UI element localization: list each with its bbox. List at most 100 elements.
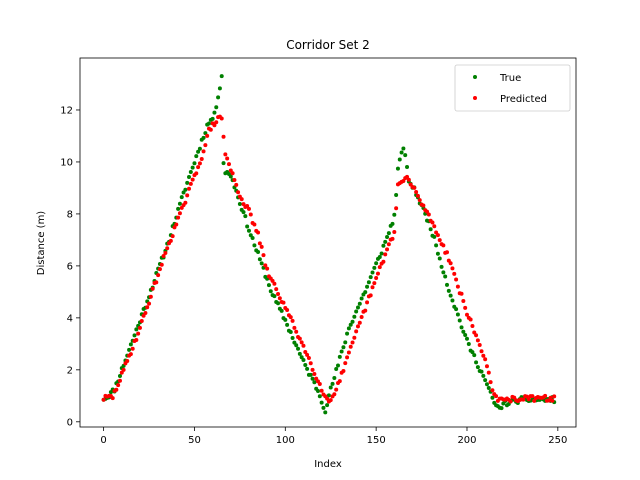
data-point	[266, 283, 271, 288]
data-point	[345, 331, 350, 336]
data-point	[252, 222, 257, 227]
data-point	[299, 340, 304, 345]
data-point	[132, 333, 137, 338]
data-point	[488, 380, 493, 385]
data-point	[494, 394, 499, 399]
data-point	[439, 264, 444, 269]
data-point	[192, 161, 197, 166]
data-point	[470, 350, 475, 355]
data-point	[176, 206, 181, 211]
data-point	[370, 285, 375, 290]
data-point	[136, 331, 141, 336]
data-point	[325, 403, 330, 408]
data-point	[332, 375, 337, 380]
data-point	[147, 301, 152, 306]
data-point	[241, 202, 246, 207]
data-point	[397, 157, 402, 162]
data-point	[201, 149, 206, 154]
data-point	[552, 394, 557, 399]
data-point	[159, 262, 164, 267]
y-tick-label: 4	[67, 313, 73, 324]
data-point	[290, 318, 295, 323]
plot-area	[101, 74, 557, 415]
data-point	[214, 120, 219, 125]
data-point	[208, 127, 213, 132]
data-point	[381, 259, 386, 264]
data-point	[110, 396, 115, 401]
data-point	[203, 143, 208, 148]
data-point	[332, 392, 337, 397]
data-point	[219, 116, 224, 121]
data-point	[306, 356, 311, 361]
data-point	[437, 256, 442, 261]
data-point	[161, 254, 166, 259]
data-point	[303, 362, 308, 367]
data-point	[530, 394, 535, 399]
data-point	[334, 367, 339, 372]
data-point	[183, 200, 188, 205]
chart-title: Corridor Set 2	[286, 38, 370, 52]
data-point	[459, 325, 464, 330]
data-point	[187, 186, 192, 191]
data-point	[437, 238, 442, 243]
data-point	[228, 174, 233, 179]
legend-label: True	[499, 73, 521, 84]
y-tick-label: 12	[60, 105, 73, 116]
data-point	[232, 177, 237, 182]
data-point	[230, 171, 235, 176]
data-point	[463, 305, 468, 310]
data-point	[490, 388, 495, 393]
data-point	[212, 110, 217, 115]
data-point	[319, 400, 324, 405]
legend-marker	[473, 75, 477, 79]
y-axis-label: Distance (m)	[36, 211, 47, 276]
data-point	[172, 225, 177, 230]
data-point	[272, 294, 277, 299]
data-point	[457, 318, 462, 323]
data-point	[445, 282, 450, 287]
data-point	[245, 203, 250, 208]
data-point	[343, 361, 348, 366]
data-point	[390, 236, 395, 241]
data-point	[394, 193, 399, 198]
data-point	[154, 280, 159, 285]
data-point	[352, 314, 357, 319]
data-point	[450, 266, 455, 271]
legend: True Predicted	[454, 64, 571, 112]
data-point	[117, 374, 122, 379]
data-point	[334, 387, 339, 392]
data-point	[168, 238, 173, 243]
data-point	[448, 293, 453, 298]
data-point	[150, 286, 155, 291]
data-point	[357, 301, 362, 306]
data-point	[205, 133, 210, 138]
data-point	[321, 405, 326, 410]
data-point	[185, 180, 190, 185]
legend-marker	[473, 96, 477, 100]
data-point	[201, 135, 206, 140]
data-point	[375, 271, 380, 276]
data-point	[179, 195, 184, 200]
data-point	[256, 250, 261, 255]
data-point	[310, 367, 315, 372]
data-point	[223, 152, 228, 157]
data-point	[374, 275, 379, 280]
data-point	[276, 301, 281, 306]
data-point	[241, 210, 246, 215]
data-point	[348, 344, 353, 349]
data-point	[125, 359, 130, 364]
data-point	[399, 150, 404, 155]
data-point	[188, 181, 193, 186]
data-point	[283, 317, 288, 322]
data-point	[432, 224, 437, 229]
data-point	[101, 397, 106, 402]
data-point	[248, 212, 253, 217]
data-point	[185, 193, 190, 198]
data-point	[341, 368, 346, 373]
data-point	[348, 322, 353, 327]
data-point	[486, 385, 491, 390]
data-point	[245, 224, 250, 229]
data-point	[285, 307, 290, 312]
data-point	[405, 165, 410, 170]
